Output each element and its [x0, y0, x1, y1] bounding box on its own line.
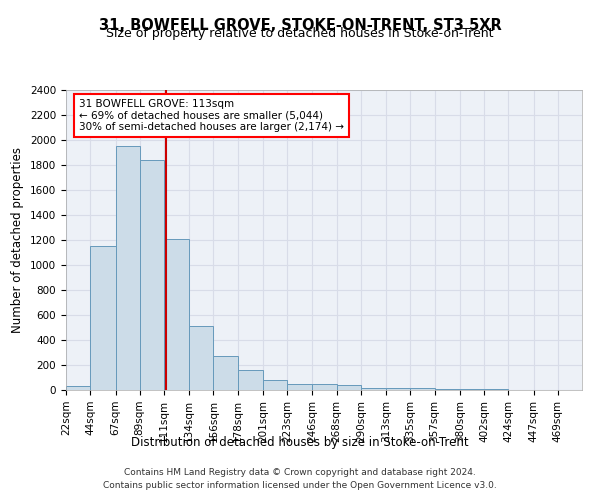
- Bar: [434, 389, 460, 390]
- Bar: [238, 370, 263, 390]
- Text: 31, BOWFELL GROVE, STOKE-ON-TRENT, ST3 5XR: 31, BOWFELL GROVE, STOKE-ON-TRENT, ST3 5…: [98, 18, 502, 32]
- Bar: [140, 160, 164, 390]
- Bar: [164, 239, 189, 390]
- Text: 31 BOWFELL GROVE: 113sqm
← 69% of detached houses are smaller (5,044)
30% of sem: 31 BOWFELL GROVE: 113sqm ← 69% of detach…: [79, 99, 344, 132]
- Bar: [90, 246, 116, 390]
- Bar: [313, 384, 337, 390]
- Text: Contains public sector information licensed under the Open Government Licence v3: Contains public sector information licen…: [103, 480, 497, 490]
- Y-axis label: Number of detached properties: Number of detached properties: [11, 147, 25, 333]
- Bar: [263, 380, 287, 390]
- Bar: [460, 389, 484, 390]
- Bar: [116, 146, 140, 390]
- Text: Size of property relative to detached houses in Stoke-on-Trent: Size of property relative to detached ho…: [106, 28, 494, 40]
- Text: Distribution of detached houses by size in Stoke-on-Trent: Distribution of detached houses by size …: [131, 436, 469, 449]
- Bar: [189, 326, 214, 390]
- Text: Contains HM Land Registry data © Crown copyright and database right 2024.: Contains HM Land Registry data © Crown c…: [124, 468, 476, 477]
- Bar: [361, 388, 386, 390]
- Bar: [287, 384, 313, 390]
- Bar: [337, 385, 361, 390]
- Bar: [410, 388, 434, 390]
- Bar: [66, 386, 90, 390]
- Bar: [214, 356, 238, 390]
- Bar: [386, 388, 410, 390]
